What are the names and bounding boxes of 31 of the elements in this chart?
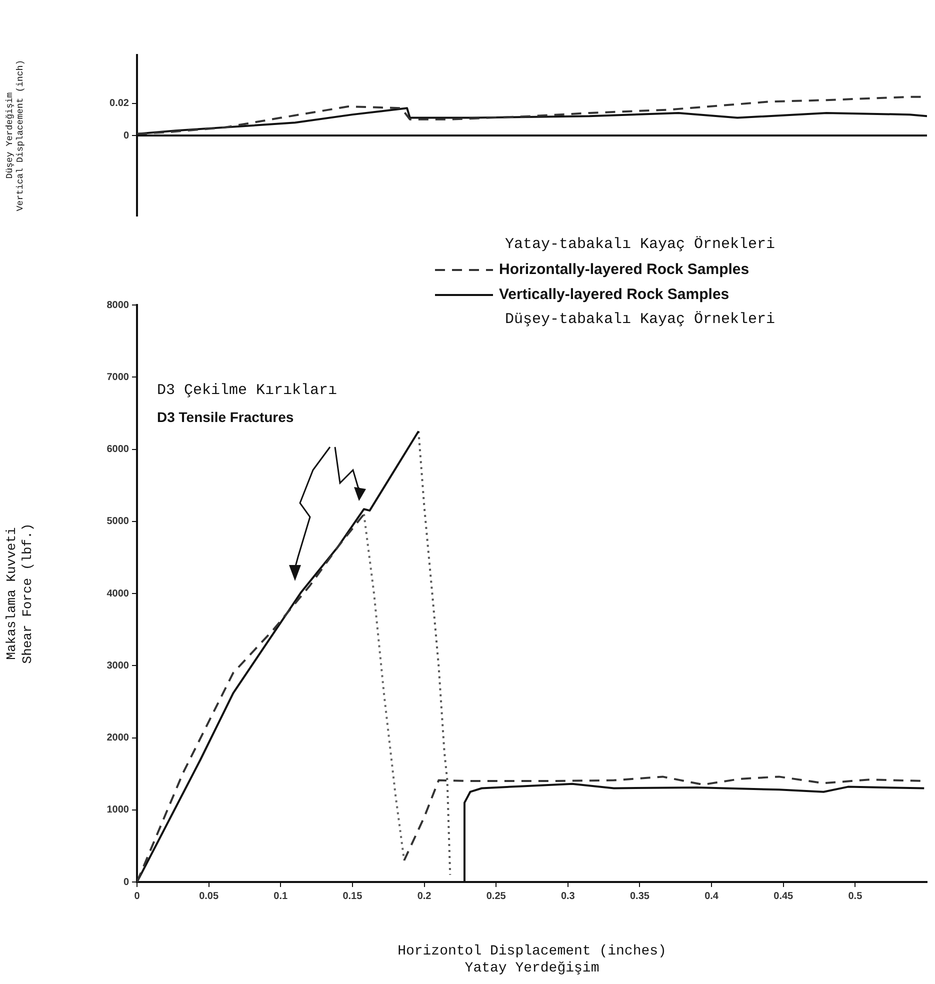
x-tick-label: 0.2 <box>417 890 432 902</box>
y-tick-label: 5000 <box>106 516 130 528</box>
x-tick-label: 0.25 <box>486 890 506 902</box>
x-tick-label: 0 <box>134 890 140 902</box>
annotation: Düşey-tabakalı Kayaç Örnekleri <box>504 310 776 330</box>
x-tick-label: 0.4 <box>704 890 719 902</box>
x-tick-label: 0.15 <box>342 890 363 902</box>
x-axis-title: Horizontol Displacement (inches) Yatay Yerdeğişim <box>398 944 666 976</box>
y-tick-label: 6000 <box>106 444 130 455</box>
x-tick-label: 0.5 <box>848 890 863 902</box>
y-tick-label: 0.02 <box>110 98 130 110</box>
y-tick-label: 3000 <box>106 660 130 672</box>
x-tick-label: 0.1 <box>274 890 288 902</box>
y-axis-title: Makaslama Kuvveti Shear Force (lbf.) <box>4 523 35 664</box>
y-tick-label: 1000 <box>106 804 130 816</box>
y-tick-label: 7000 <box>106 372 130 383</box>
y-tick-label: 0 <box>123 876 130 888</box>
legend-label: Vertically-layered Rock Samples <box>499 285 730 305</box>
x-tick-label: 0.45 <box>774 890 794 902</box>
annotation: D3 Tensile Fractures <box>157 408 294 425</box>
y-tick-label: 0 <box>123 130 130 142</box>
text: Yatay-tabakalı Kayaç Örnekleri <box>504 235 776 255</box>
x-tick-label: 0.35 <box>630 890 650 902</box>
y-tick-label: 8000 <box>106 300 130 311</box>
annotation: D3 Çekilme Kırıkları <box>157 382 338 399</box>
y-tick-label: 2000 <box>106 732 130 744</box>
y-axis-title: Düşey Yerdeğişim Vertical Displacement (inch) <box>4 60 26 212</box>
legend-label: Horizontally-layered Rock Samples <box>499 260 750 280</box>
x-tick-label: 0.05 <box>199 890 219 902</box>
y-tick-label: 4000 <box>106 588 130 600</box>
x-tick-label: 0.3 <box>560 890 576 902</box>
